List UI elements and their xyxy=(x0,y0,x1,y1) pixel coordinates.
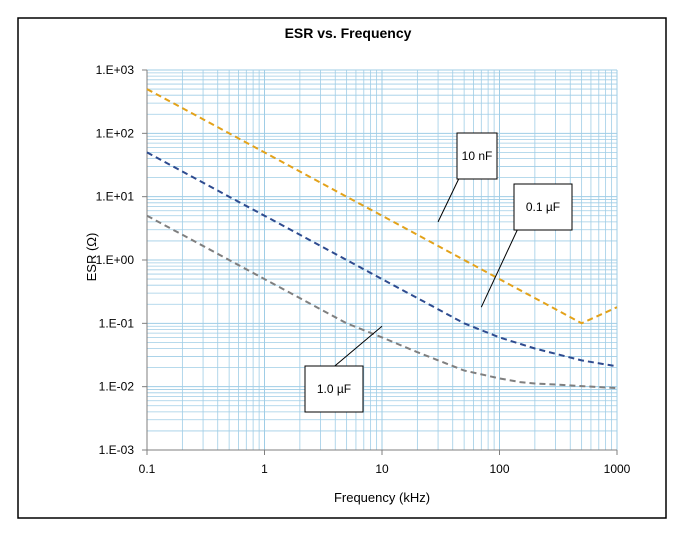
callout-leader xyxy=(480,221,522,308)
callout-label: 1.0 µF xyxy=(317,382,351,396)
axes: 0.1 1 10 100 1000 1.E-03 1.E-02 1.E-01 1.E+00 1.E… xyxy=(96,63,631,476)
x-axis-label: Frequency (kHz) xyxy=(334,490,430,505)
series-line-2 xyxy=(146,214,618,390)
chart-border xyxy=(17,17,667,519)
y-tick-label: 1.E+00 xyxy=(96,253,135,267)
y-tick-label: 1.E-01 xyxy=(99,316,135,330)
callout-box xyxy=(304,365,364,413)
callout-label: 10 nF xyxy=(462,149,493,163)
x-tick-label: 1000 xyxy=(604,462,631,476)
y-axis-label: ESR (Ω) xyxy=(84,233,99,282)
x-tick-label: 0.1 xyxy=(139,462,156,476)
y-tick-label: 1.E-02 xyxy=(99,380,135,394)
callout-box xyxy=(456,132,498,180)
y-tick-label: 1.E+02 xyxy=(96,126,135,140)
callout-label: 0.1 µF xyxy=(526,200,560,214)
series-group xyxy=(146,88,618,390)
x-tick-label: 1 xyxy=(261,462,268,476)
callout-leader xyxy=(329,325,383,371)
y-tick-label: 1.E+03 xyxy=(96,63,135,77)
x-tick-label: 100 xyxy=(489,462,509,476)
series-line-1 xyxy=(146,151,618,368)
callout-box xyxy=(513,183,573,231)
callouts: 10 nF 0.1 µF 1.0 µF xyxy=(304,132,573,413)
series-line-0 xyxy=(146,88,618,325)
chart-title: ESR vs. Frequency xyxy=(285,25,412,41)
y-tick-label: 1.E+01 xyxy=(96,190,135,204)
y-tick-label: 1.E-03 xyxy=(99,443,135,457)
x-tick-label: 10 xyxy=(375,462,389,476)
